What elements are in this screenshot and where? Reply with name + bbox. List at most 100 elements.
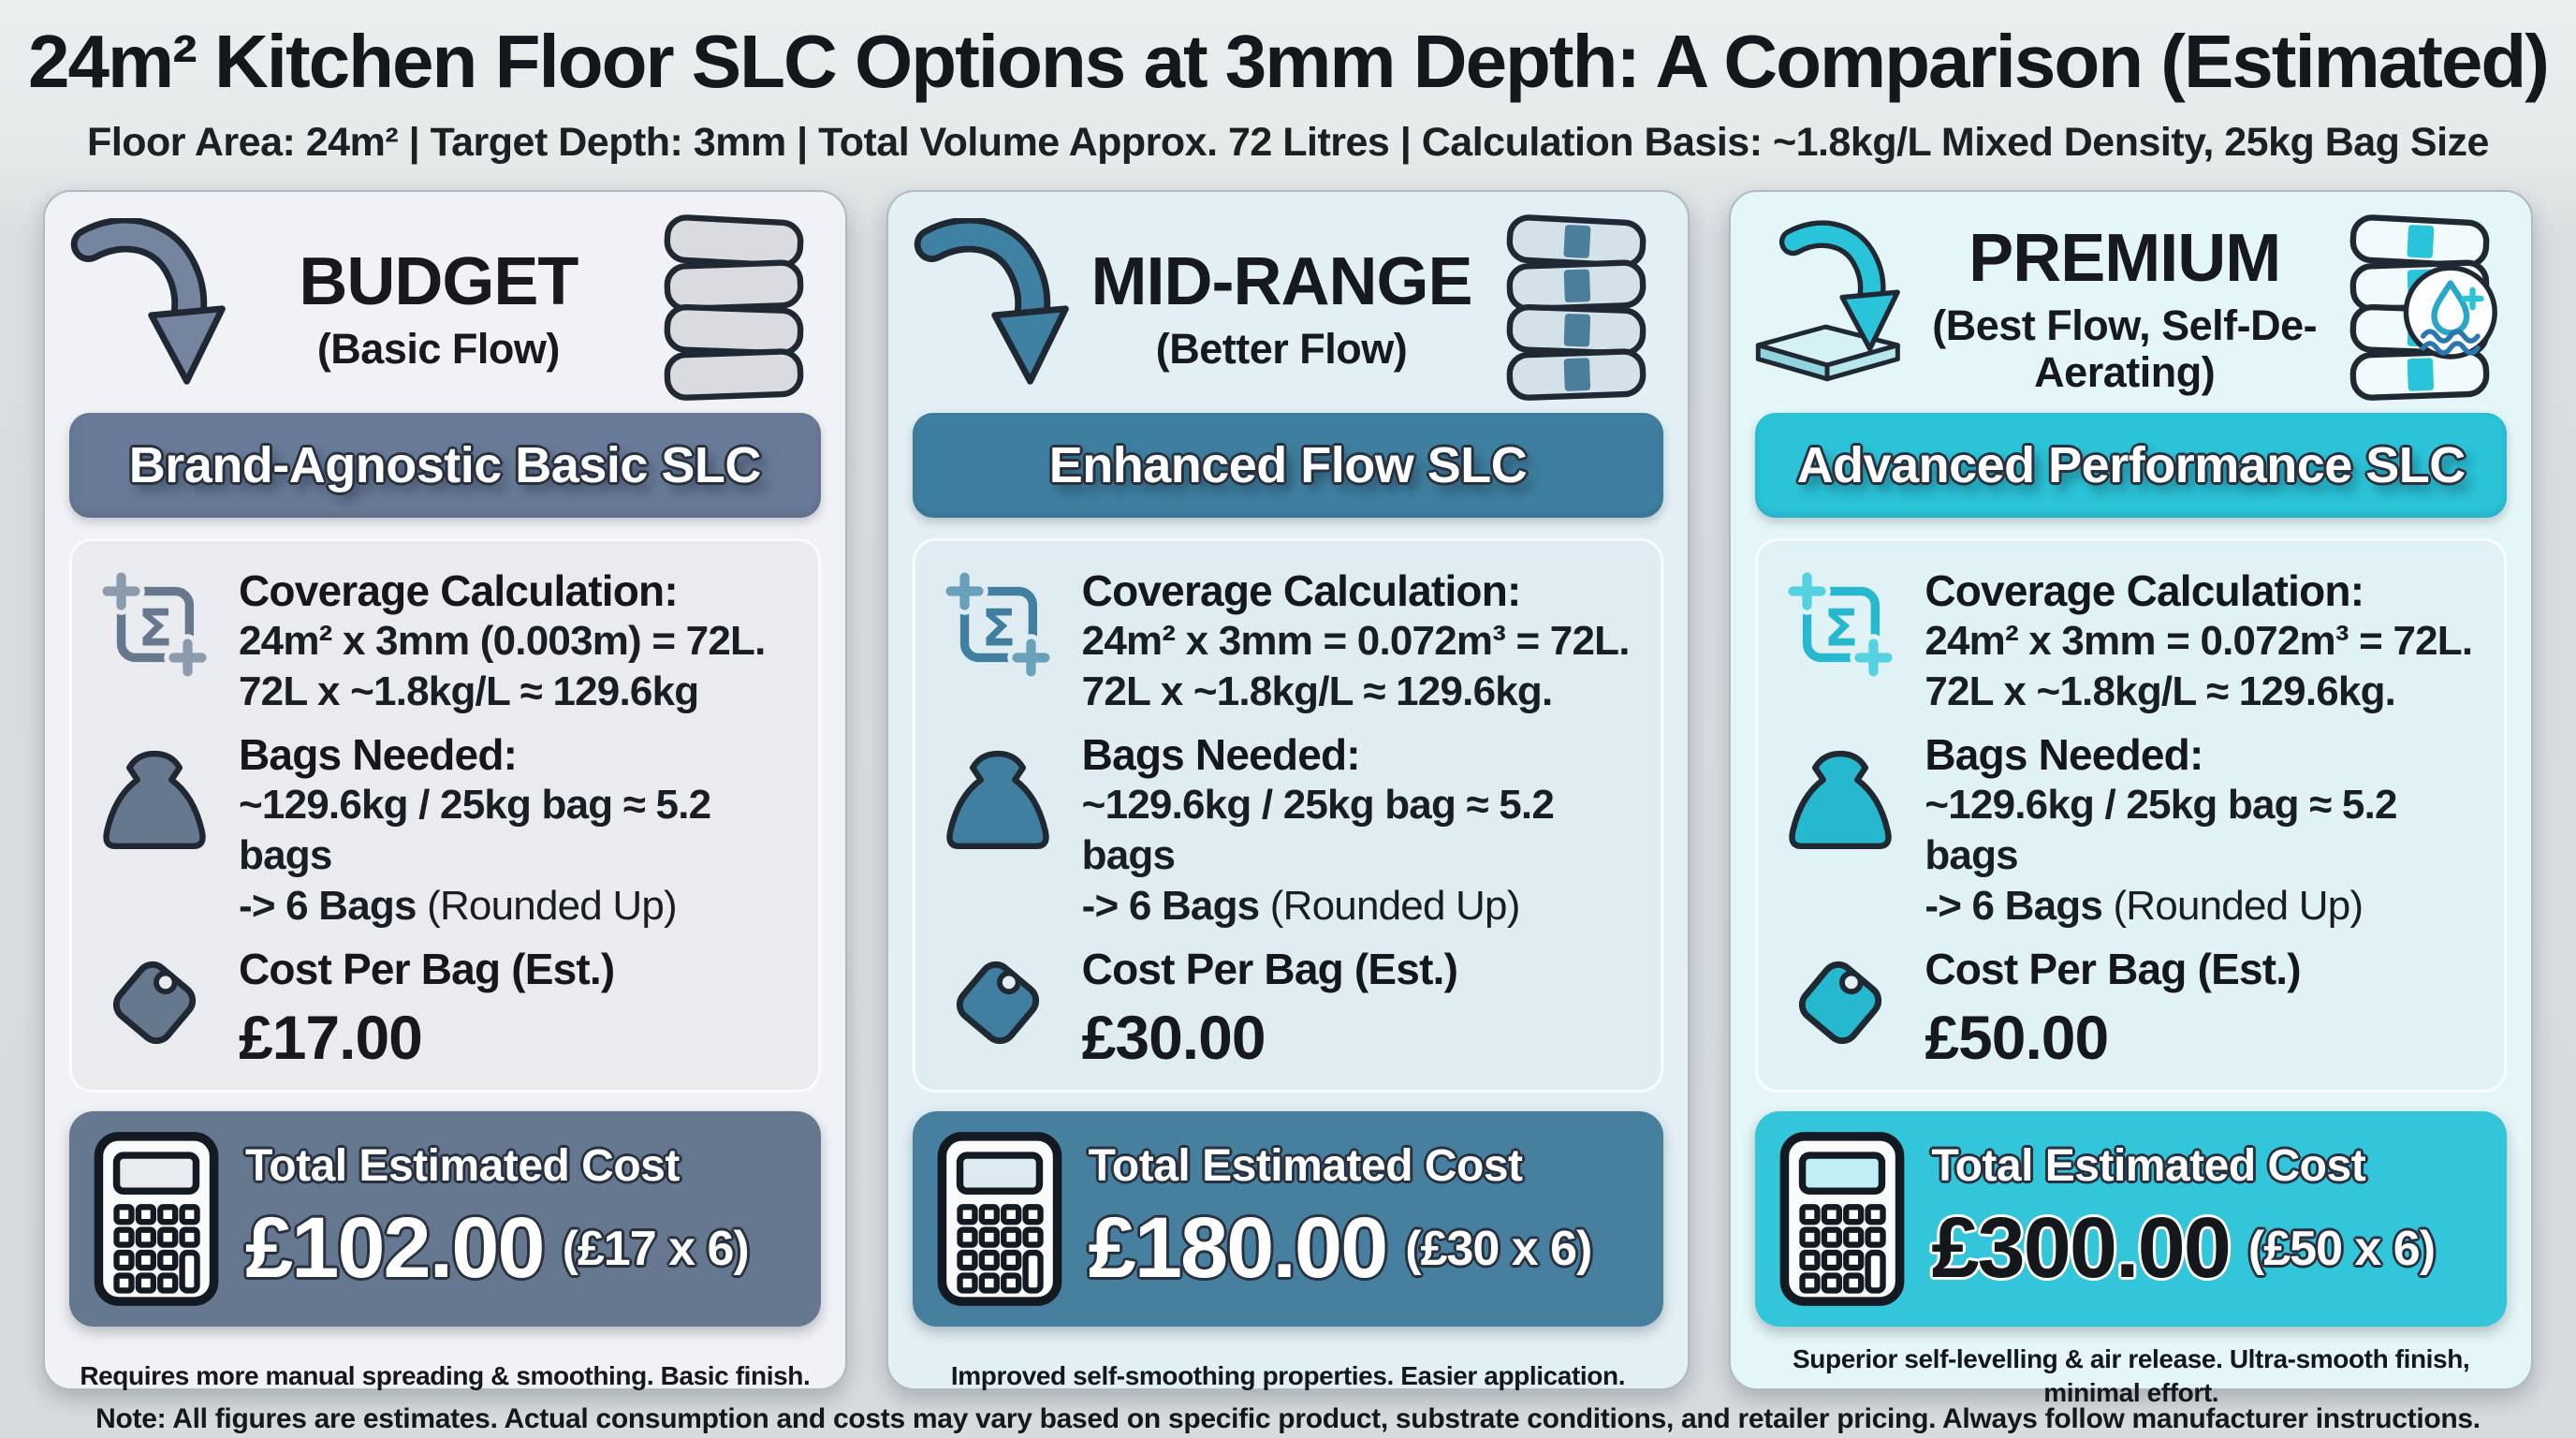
cost-row: Cost Per Bag (Est.) £50.00 <box>1778 944 2483 1073</box>
total-formula: (£50 x 6) <box>2247 1221 2436 1276</box>
total-amount: £300.00 <box>1931 1200 2232 1297</box>
total-amount: £102.00 <box>245 1200 546 1297</box>
bags-line-1: ~129.6kg / 25kg bag ≈ 5.2 bags <box>239 782 711 879</box>
cost-heading: Cost Per Bag (Est.) <box>1081 945 1458 994</box>
bags-result-note: (Rounded Up) <box>1269 882 1521 929</box>
page-title: 24m² Kitchen Floor SLC Options at 3mm De… <box>28 20 2550 103</box>
total-formula: (£17 x 6) <box>562 1221 750 1276</box>
total-cost-box: Total Estimated Cost £300.00 (£50 x 6) <box>1755 1111 2508 1328</box>
comparison-columns: BUDGET (Basic Flow) Brand-Agnostic Basic… <box>0 190 2576 1407</box>
coverage-heading: Coverage Calculation: <box>1081 566 1522 615</box>
bags-heading: Bags Needed: <box>1081 730 1361 780</box>
tier-name: BUDGET <box>299 243 578 319</box>
calculator-icon <box>935 1129 1064 1309</box>
coverage-heading: Coverage Calculation: <box>239 566 679 615</box>
curved-down-arrow-slab-icon <box>1755 218 1916 398</box>
bag-stack-icon <box>1489 212 1663 404</box>
bag-stack-icon <box>647 212 821 404</box>
total-heading: Total Estimated Cost <box>1931 1141 2366 1192</box>
cost-row: Cost Per Bag (Est.) £17.00 <box>93 944 798 1073</box>
tier-name: MID-RANGE <box>1090 243 1473 319</box>
total-cost-box: Total Estimated Cost £102.00 (£17 x 6) <box>69 1111 821 1328</box>
details-panel: Coverage Calculation: 24m² x 3mm = 0.072… <box>1755 538 2508 1093</box>
curved-down-arrow-icon <box>913 218 1074 398</box>
total-formula: (£30 x 6) <box>1405 1221 1592 1276</box>
cost-heading: Cost Per Bag (Est.) <box>239 945 615 994</box>
tier-note: Requires more manual spreading & smoothi… <box>80 1361 811 1391</box>
tier-title-block: MID-RANGE (Better Flow) <box>1074 243 1490 373</box>
tier-title-block: BUDGET (Basic Flow) <box>230 243 647 373</box>
tier-note: Improved self-smoothing properties. Easi… <box>950 1361 1626 1391</box>
sum-calculation-icon <box>1793 577 1888 672</box>
cost-per-bag-price: £17.00 <box>239 1003 423 1073</box>
total-amount: £180.00 <box>1088 1200 1389 1297</box>
coverage-row: Coverage Calculation: 24m² x 3mm (0.003m… <box>93 565 798 716</box>
coverage-line-2: 72L x ~1.8kg/L ≈ 129.6kg <box>239 668 699 714</box>
sum-calculation-icon <box>107 577 202 672</box>
tier-card-mid-range: MID-RANGE (Better Flow) Enhanced Flow SL… <box>886 190 1690 1390</box>
details-panel: Coverage Calculation: 24m² x 3mm = 0.072… <box>912 538 1664 1093</box>
bags-line-1: ~129.6kg / 25kg bag ≈ 5.2 bags <box>1081 782 1555 879</box>
product-banner: Advanced Performance SLC <box>1755 413 2508 518</box>
bags-heading: Bags Needed: <box>1925 730 2203 780</box>
coverage-row: Coverage Calculation: 24m² x 3mm = 0.072… <box>1778 565 2483 716</box>
coverage-line-2: 72L x ~1.8kg/L ≈ 129.6kg. <box>1081 668 1554 714</box>
cost-per-bag-price: £50.00 <box>1925 1003 2109 1073</box>
water-drop-badge-icon <box>2406 268 2495 357</box>
tier-name: PREMIUM <box>1969 220 2281 296</box>
bags-result-note: (Rounded Up) <box>2113 882 2364 929</box>
page-subtitle: Floor Area: 24m² | Target Depth: 3mm | T… <box>87 120 2489 165</box>
bags-line-1: ~129.6kg / 25kg bag ≈ 5.2 bags <box>1925 782 2397 879</box>
price-tag-icon <box>99 947 210 1058</box>
tier-card-budget: BUDGET (Basic Flow) Brand-Agnostic Basic… <box>43 190 847 1390</box>
price-tag-icon <box>1785 947 1895 1058</box>
coverage-line-1: 24m² x 3mm = 0.072m³ = 72L. <box>1925 618 2473 664</box>
product-name: Brand-Agnostic Basic SLC <box>128 437 762 493</box>
tier-header: PREMIUM (Best Flow, Self-De-Aerating) <box>1755 207 2507 409</box>
bags-result: -> 6 Bags <box>239 882 417 929</box>
sum-calculation-icon <box>950 577 1046 672</box>
tier-flow-label: (Best Flow, Self-De-Aerating) <box>1932 301 2318 396</box>
bags-row: Bags Needed: ~129.6kg / 25kg bag ≈ 5.2 b… <box>936 729 1641 931</box>
bags-heading: Bags Needed: <box>239 730 518 780</box>
cost-per-bag-price: £30.00 <box>1081 1003 1266 1073</box>
calculator-icon <box>1778 1129 1907 1309</box>
coverage-row: Coverage Calculation: 24m² x 3mm = 0.072… <box>936 565 1641 716</box>
cost-row: Cost Per Bag (Est.) £30.00 <box>936 944 1641 1073</box>
bags-result: -> 6 Bags <box>1081 882 1260 929</box>
product-name: Enhanced Flow SLC <box>1048 437 1528 493</box>
disclaimer-note: Note: All figures are estimates. Actual … <box>95 1403 2481 1434</box>
coverage-line-1: 24m² x 3mm (0.003m) = 72L. <box>239 618 766 664</box>
tier-card-premium: PREMIUM (Best Flow, Self-De-Aerating) Ad… <box>1729 190 2534 1407</box>
product-banner: Brand-Agnostic Basic SLC <box>69 413 821 518</box>
price-tag-icon <box>943 947 1053 1058</box>
tier-flow-label: (Better Flow) <box>1155 324 1408 373</box>
bags-result-line: -> 6 Bags (Rounded Up) <box>1082 881 1641 932</box>
bags-row: Bags Needed: ~129.6kg / 25kg bag ≈ 5.2 b… <box>93 729 798 931</box>
coverage-line-2: 72L x ~1.8kg/L ≈ 129.6kg. <box>1925 668 2396 714</box>
tier-title-block: PREMIUM (Best Flow, Self-De-Aerating) <box>1916 220 2333 397</box>
product-banner: Enhanced Flow SLC <box>912 413 1664 518</box>
coverage-heading: Coverage Calculation: <box>1925 566 2364 615</box>
bags-row: Bags Needed: ~129.6kg / 25kg bag ≈ 5.2 b… <box>1778 729 2483 931</box>
bag-stack-icon <box>2333 212 2507 404</box>
total-heading: Total Estimated Cost <box>1088 1141 1523 1192</box>
bag-sack-icon <box>1785 733 1895 855</box>
tier-note: Superior self-levelling & air release. U… <box>1793 1343 2470 1408</box>
bags-result-line: -> 6 Bags (Rounded Up) <box>239 881 798 932</box>
calculator-icon <box>92 1129 221 1309</box>
tier-header: BUDGET (Basic Flow) <box>69 207 821 409</box>
curved-down-arrow-icon <box>69 218 230 398</box>
bags-result-line: -> 6 Bags (Rounded Up) <box>1925 881 2483 932</box>
tier-header: MID-RANGE (Better Flow) <box>913 207 1664 409</box>
tier-flow-label: (Basic Flow) <box>316 324 561 373</box>
bags-result-note: (Rounded Up) <box>427 882 678 929</box>
coverage-line-1: 24m² x 3mm = 0.072m³ = 72L. <box>1081 618 1631 664</box>
cost-heading: Cost Per Bag (Est.) <box>1925 945 2301 994</box>
bags-result: -> 6 Bags <box>1925 882 2103 929</box>
bag-sack-icon <box>943 733 1053 855</box>
page-header: 24m² Kitchen Floor SLC Options at 3mm De… <box>0 0 2576 166</box>
details-panel: Coverage Calculation: 24m² x 3mm (0.003m… <box>69 538 821 1093</box>
product-name: Advanced Performance SLC <box>1796 437 2466 493</box>
total-heading: Total Estimated Cost <box>245 1141 680 1192</box>
